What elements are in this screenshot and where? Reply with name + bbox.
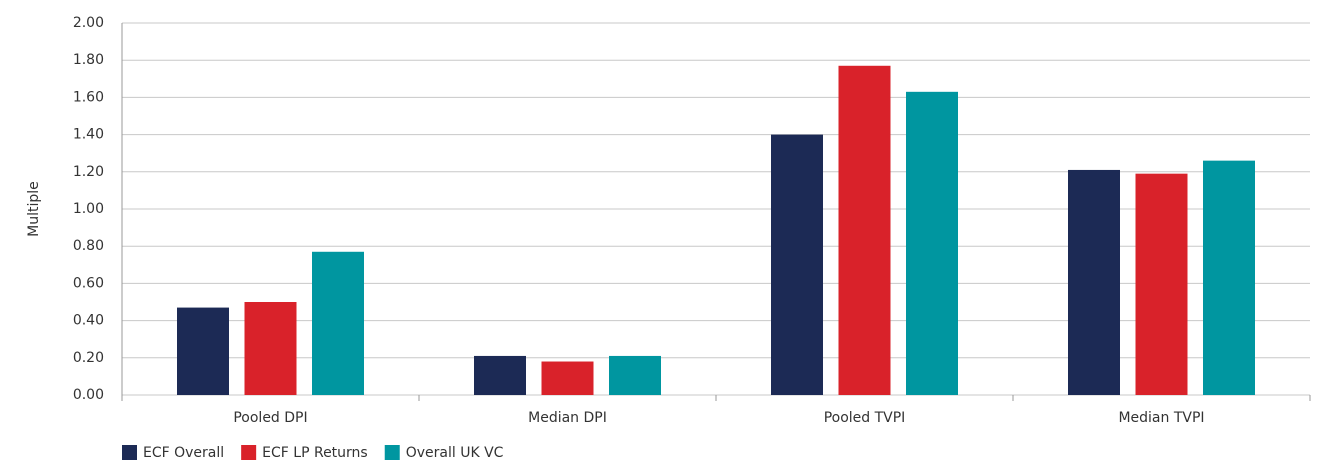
x-tick-label: Median TVPI — [1118, 410, 1204, 426]
bar — [177, 307, 229, 395]
y-tick-label: 1.80 — [73, 52, 104, 68]
bar — [312, 251, 364, 395]
bar — [771, 134, 823, 395]
legend-swatch — [241, 445, 257, 460]
legend-label: Overall UK VC — [406, 445, 504, 461]
x-tick-label: Pooled DPI — [233, 410, 307, 426]
bar — [906, 91, 958, 395]
bar — [838, 65, 891, 395]
legend-swatch — [122, 445, 137, 460]
y-tick-label: 0.80 — [73, 238, 104, 254]
bar — [541, 361, 594, 395]
y-tick-label: 1.00 — [73, 201, 104, 217]
bar — [1068, 169, 1120, 395]
bar — [609, 355, 661, 395]
legend-label: ECF LP Returns — [262, 445, 368, 461]
y-tick-label: 2.00 — [73, 15, 104, 31]
y-tick-label: 0.40 — [73, 313, 104, 329]
legend-swatch — [384, 445, 400, 460]
bar — [1203, 160, 1255, 395]
y-tick-label: 0.20 — [73, 350, 104, 366]
bar — [244, 302, 297, 395]
x-tick-label: Median DPI — [528, 410, 607, 426]
y-tick-label: 0.60 — [73, 275, 104, 291]
bar — [474, 355, 526, 395]
y-tick-label: 0.00 — [73, 387, 104, 403]
x-tick-label: Pooled TVPI — [824, 410, 906, 426]
bar — [1135, 173, 1188, 395]
y-tick-label: 1.20 — [73, 164, 104, 180]
y-axis-label: Multiple — [26, 181, 42, 237]
y-tick-label: 1.60 — [73, 89, 104, 105]
y-tick-label: 1.40 — [73, 127, 104, 143]
legend-label: ECF Overall — [143, 445, 224, 461]
